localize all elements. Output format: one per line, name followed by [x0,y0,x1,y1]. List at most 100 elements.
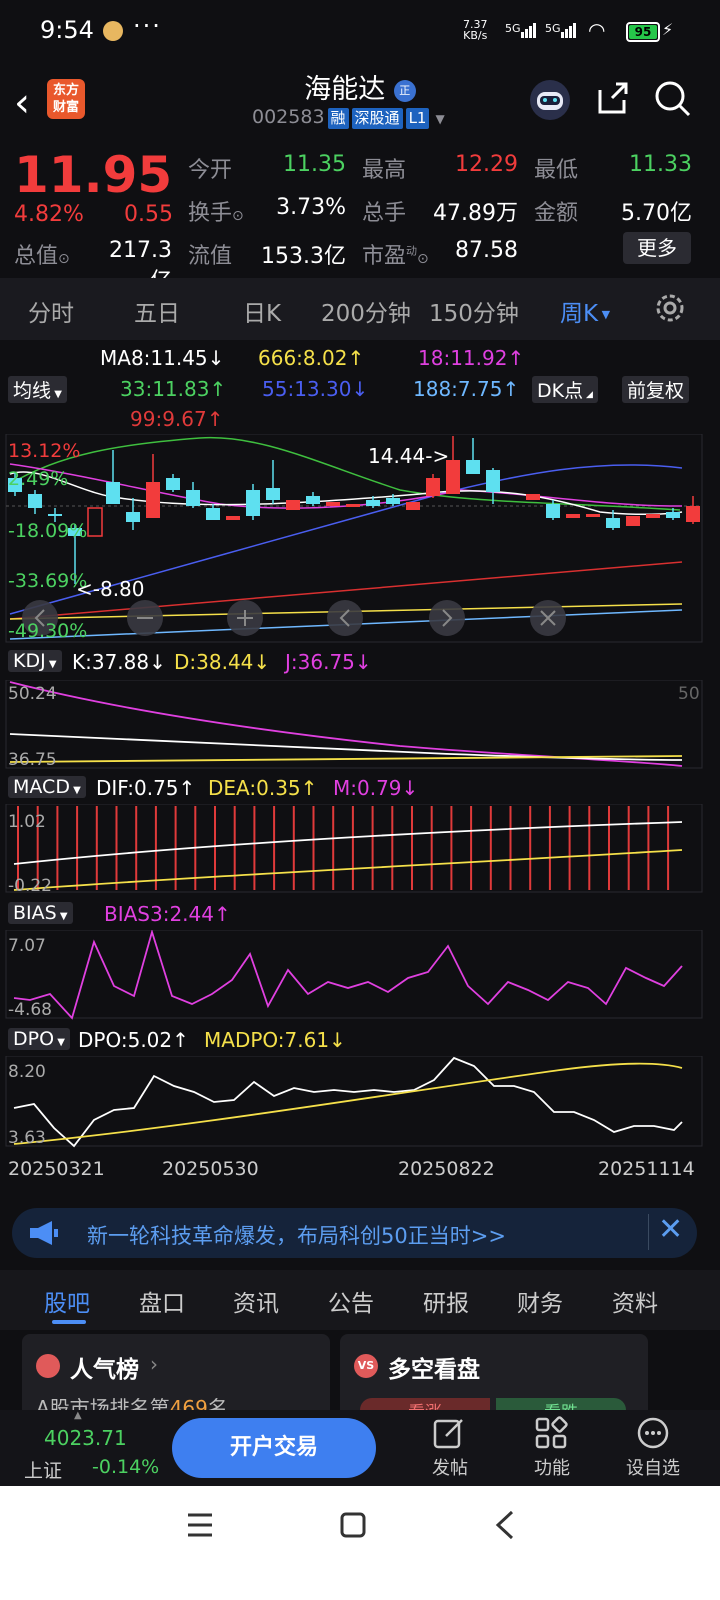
change-pct: 4.82% [14,202,84,227]
ma55-label: 55:13.30↓ [262,377,369,401]
y-label-1: 13.12% [8,440,81,462]
robot-assistant-icon[interactable] [528,78,572,122]
battery-icon: 95 [626,22,660,42]
menu-icon[interactable] [186,1512,214,1542]
turnover-label[interactable]: 换手⊙ [188,201,244,226]
kdj-chart [5,680,703,769]
signal-icon-1: 5G [505,22,537,38]
tab-ziliao[interactable]: 资料 [612,1291,658,1317]
add-watchlist-button[interactable]: 设自选 [626,1416,680,1480]
kdj-j: J:36.75↓ [285,650,372,674]
kline-chart-area[interactable]: 均线 ▼ MA8:11.45↓ 666:8.02↑ 18:11.92↑ 33:1… [0,340,720,1190]
open-account-button[interactable]: 开户交易 [172,1418,376,1478]
bias-selector[interactable]: BIAS ▼ [8,902,73,924]
back-nav-icon[interactable] [494,1510,516,1544]
madpo-value: MADPO:7.61↓ [204,1028,346,1052]
pre-adjust-button[interactable]: 前复权 [622,376,690,403]
post-button[interactable]: 发帖 [432,1416,468,1480]
volume-label: 总手 [362,201,407,226]
tab-wuri[interactable]: 五日 [134,301,180,327]
status-bar: 9:54 ··· 7.37 KB/s 5G 5G ◠ 95 ⚡ [0,0,720,62]
dk-point-button[interactable]: DK点 ◢ [532,376,598,403]
home-icon[interactable] [340,1512,366,1542]
tab-gonggao[interactable]: 公告 [328,1291,374,1317]
high-value: 12.29 [455,152,518,177]
ma188-label: 188:7.75↑ [413,377,520,401]
bias3-value: BIAS3:2.44↑ [104,902,231,926]
share-icon[interactable] [590,78,634,122]
tab-yanbao[interactable]: 研报 [423,1291,469,1317]
index-name[interactable]: 上证 [24,1460,63,1482]
bias-chart [5,930,703,1020]
kline-main-chart[interactable] [0,434,720,644]
macd-top: 1.02 [8,812,46,832]
macd-selector[interactable]: MACD ▼ [8,776,86,798]
tab-pankou[interactable]: 盘口 [139,1291,185,1317]
kdj-k: K:37.88↓ [72,650,166,674]
tab-guba[interactable]: 股吧 [44,1291,90,1317]
tag-sgt: 深股通 [351,108,403,129]
more-button[interactable]: 更多 [623,232,691,264]
macd-chart [5,804,703,893]
longshort-title: 多空看盘 [388,1357,480,1383]
y-label-5: -49.30% [8,620,88,642]
open-value: 11.35 [283,152,346,177]
network-speed: 7.37 KB/s [463,18,488,42]
market-cap-label[interactable]: 总值⊙ [14,244,70,269]
low-label: 最低 [534,158,579,183]
dpo-value: DPO:5.02↑ [78,1028,189,1052]
index-change[interactable]: -0.14% [92,1456,160,1478]
tab-rik[interactable]: 日K [243,301,282,327]
active-tab-indicator [52,1320,86,1324]
stock-title: 海能达 正 [0,67,720,106]
y-label-4: -33.69% [8,570,88,592]
ellipsis-circle-icon [637,1417,669,1449]
ad-banner[interactable]: 新一轮科技革命爆发，布局科创50正当时>> ✕ [12,1208,697,1258]
ma666-label: 666:8.02↑ [258,346,365,370]
close-icon[interactable]: ✕ [658,1212,684,1247]
expand-arrow-icon[interactable]: ▲ [74,1410,82,1421]
dpo-chart [5,1056,703,1148]
pe-label[interactable]: 市盈动⊙ [362,244,429,269]
float-cap-label: 流值 [188,244,233,269]
ma99-label: 99:9.67↑ [130,407,224,431]
tab-fenshi[interactable]: 分时 [28,301,74,327]
change-amt: 0.55 [124,202,173,227]
kdj-right: 50 [678,684,700,704]
turnover-value: 3.73% [276,195,346,220]
back-button[interactable]: ‹ [14,80,30,126]
grid-icon [535,1416,568,1449]
popularity-title: 人气榜 [70,1357,139,1383]
function-button[interactable]: 功能 [534,1416,570,1480]
settings-gear-icon[interactable] [652,290,688,330]
kdj-bottom: 36.75 [8,750,57,770]
kdj-top: 50.24 [8,684,57,704]
tab-200min[interactable]: 200分钟 [321,301,411,327]
system-nav-bar [0,1486,720,1600]
search-icon[interactable] [650,78,694,122]
edit-icon [433,1419,463,1449]
tab-150min[interactable]: 150分钟 [429,301,519,327]
volume-value: 47.89万 [433,201,518,226]
ma8-label: MA8:11.45↓ [100,346,225,370]
popularity-card[interactable]: 人气榜 › A股市场排名第469名 [22,1334,330,1424]
stock-badge: 正 [393,79,416,102]
info-tabs: 股吧 盘口 资讯 公告 研报 财务 资料 [0,1270,720,1330]
tab-zhouk[interactable]: 周K ▼ [560,301,611,327]
app-logo[interactable]: 东方 财富 [47,79,85,119]
low-marker: <-8.80 [76,577,145,601]
index-value[interactable]: 4023.71 [44,1426,127,1450]
quote-panel: 11.95 4.82% 0.55 今开 11.35 最高 12.29 最低 11… [0,138,720,294]
stock-code-row[interactable]: 002583 融深股通 L1 ▼ [252,106,445,129]
macd-dea: DEA:0.35↑ [208,776,318,800]
amount-label: 金额 [534,201,579,226]
ad-text: 新一轮科技革命爆发，布局科创50正当时>> [87,1224,506,1248]
tab-caiwu[interactable]: 财务 [517,1291,563,1317]
date-3: 20250822 [398,1158,495,1180]
macd-m: M:0.79↓ [333,776,419,800]
kdj-selector[interactable]: KDJ ▼ [8,650,62,672]
amount-value: 5.70亿 [621,201,692,226]
dpo-selector[interactable]: DPO ▼ [8,1028,70,1050]
tab-zixun[interactable]: 资讯 [233,1291,279,1317]
ma-selector[interactable]: 均线 ▼ [8,376,67,403]
